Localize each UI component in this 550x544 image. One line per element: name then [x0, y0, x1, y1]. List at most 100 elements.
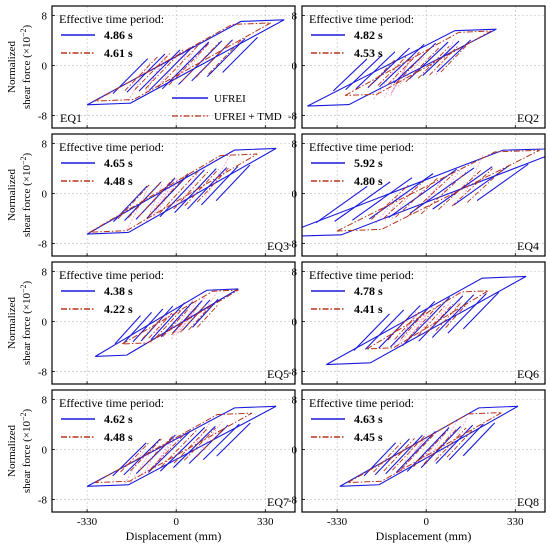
- hysteresis-cycle: [400, 431, 437, 470]
- hysteresis-loop-ufrei-tmd: [94, 412, 253, 484]
- effective-period-title: Effective time period:: [59, 12, 164, 26]
- y-tick-label: 0: [292, 316, 298, 328]
- response-noise: [396, 311, 417, 348]
- y-tick-label: 8: [292, 394, 298, 406]
- hysteresis-cycle: [132, 308, 164, 343]
- hysteresis-cycle: [208, 39, 242, 75]
- panel-label: EQ2: [517, 111, 539, 125]
- effective-period-value: 4.82 s: [354, 28, 383, 42]
- plot-area: [86, 19, 285, 106]
- hysteresis-cycle: [418, 295, 464, 342]
- grid: [52, 262, 295, 384]
- hysteresis-cycle: [216, 422, 251, 457]
- hysteresis-cycle: [123, 312, 153, 344]
- response-noise: [150, 439, 176, 471]
- hysteresis-loop-ufrei-tmd: [94, 22, 271, 102]
- hysteresis-cycle: [173, 169, 210, 210]
- hysteresis-loop-ufrei: [326, 275, 527, 366]
- hysteresis-cycle: [174, 168, 217, 214]
- plot-area: [86, 405, 277, 487]
- hysteresis-cycle: [159, 171, 199, 214]
- hysteresis-cycle: [196, 426, 226, 458]
- hysteresis-cycle: [420, 170, 468, 215]
- hysteresis-cycle: [392, 434, 426, 471]
- y-tick-label: 8: [42, 394, 48, 406]
- response-noise: [435, 40, 455, 76]
- hysteresis-cycle: [371, 184, 410, 220]
- hysteresis-cycle: [400, 309, 428, 340]
- y-axis-label-close: ): [21, 280, 33, 284]
- hysteresis-cycle: [173, 428, 208, 464]
- y-axis-label-close: ): [21, 152, 33, 156]
- plot-area: [307, 28, 497, 107]
- hysteresis-cycle: [429, 45, 459, 76]
- legend-label-ufrei: UFREI: [214, 93, 246, 105]
- hysteresis-cycle: [215, 164, 251, 202]
- hysteresis-cycle: [124, 56, 158, 92]
- hysteresis-cycle: [373, 441, 403, 473]
- panel-eq2: 8 0 -8 Effective time period: 4.82 s 4.53 s EQ…: [288, 5, 546, 129]
- effective-period-value: 4.22 s: [104, 302, 133, 316]
- hysteresis-cycle: [451, 168, 493, 207]
- hysteresis-cycle: [446, 426, 476, 458]
- hysteresis-cycle: [440, 44, 468, 73]
- panel-eq1: 8 0 -8 Normalized shear force (×10−2) Effecti…: [6, 5, 296, 129]
- response-noise: [194, 292, 217, 326]
- y-axis-label-line1: Normalized: [6, 425, 18, 477]
- hysteresis-cycle: [394, 312, 420, 340]
- hysteresis-cycle: [426, 303, 453, 334]
- x-tick-label: 0: [173, 516, 179, 528]
- x-tick-label: -330: [77, 516, 98, 528]
- hysteresis-cycle: [159, 169, 205, 218]
- effective-period-value: 4.62 s: [104, 412, 133, 426]
- hysteresis-cycle: [148, 430, 191, 473]
- response-noise: [439, 169, 461, 198]
- hysteresis-cycle: [417, 46, 450, 79]
- hysteresis-cycle: [120, 441, 150, 473]
- panel-label: EQ6: [517, 367, 539, 381]
- hysteresis-cycle: [171, 305, 199, 336]
- y-axis-label-line1: Normalized: [6, 297, 18, 349]
- response-noise: [181, 171, 199, 205]
- hysteresis-cycle: [138, 177, 175, 217]
- x-axis-label: Displacement (mm): [376, 529, 472, 543]
- hysteresis-cycle: [385, 434, 423, 475]
- hysteresis-cycle: [113, 185, 148, 223]
- effective-period-value: 4.63 s: [354, 412, 383, 426]
- hysteresis-cycle: [467, 167, 506, 203]
- hysteresis-cycle: [431, 294, 475, 338]
- hysteresis-cycle: [423, 428, 458, 465]
- hysteresis-loop-ufrei-tmd: [89, 153, 258, 233]
- hysteresis-cycle: [377, 55, 408, 86]
- hysteresis-cycle: [162, 307, 190, 337]
- y-tick-label: 8: [42, 10, 48, 22]
- panel-label: EQ5: [267, 367, 289, 381]
- y-axis-label-exponent: −2: [19, 156, 28, 165]
- response-noise: [130, 443, 157, 483]
- hysteresis-cycle: [476, 163, 529, 202]
- response-noise: [205, 155, 231, 197]
- hysteresis-cycle: [405, 46, 440, 83]
- y-tick-label: -8: [288, 238, 298, 250]
- hysteresis-cycle: [187, 167, 228, 210]
- hysteresis-cycle: [188, 304, 213, 331]
- plot-area: [326, 275, 527, 366]
- hysteresis-cycle: [130, 438, 162, 472]
- plot-area: [86, 147, 277, 235]
- hysteresis-cycle: [168, 43, 210, 86]
- effective-period-value: 4.80 s: [354, 174, 383, 188]
- panel-label: EQ3: [267, 239, 289, 253]
- hysteresis-cycle: [407, 172, 455, 217]
- y-tick-label: 8: [42, 266, 48, 278]
- effective-period-value: 5.92 s: [354, 156, 383, 170]
- response-noise: [427, 300, 452, 331]
- effective-period-value: 4.45 s: [354, 430, 383, 444]
- hysteresis-cycle: [128, 180, 163, 218]
- response-noise: [397, 56, 425, 87]
- hysteresis-cycle: [148, 312, 173, 339]
- y-tick-label: 8: [292, 138, 298, 150]
- hysteresis-loop-ufrei: [94, 288, 239, 358]
- hysteresis-cycle: [196, 167, 229, 203]
- y-axis-label-text: shear force (×10: [21, 165, 33, 238]
- response-noise: [150, 184, 170, 216]
